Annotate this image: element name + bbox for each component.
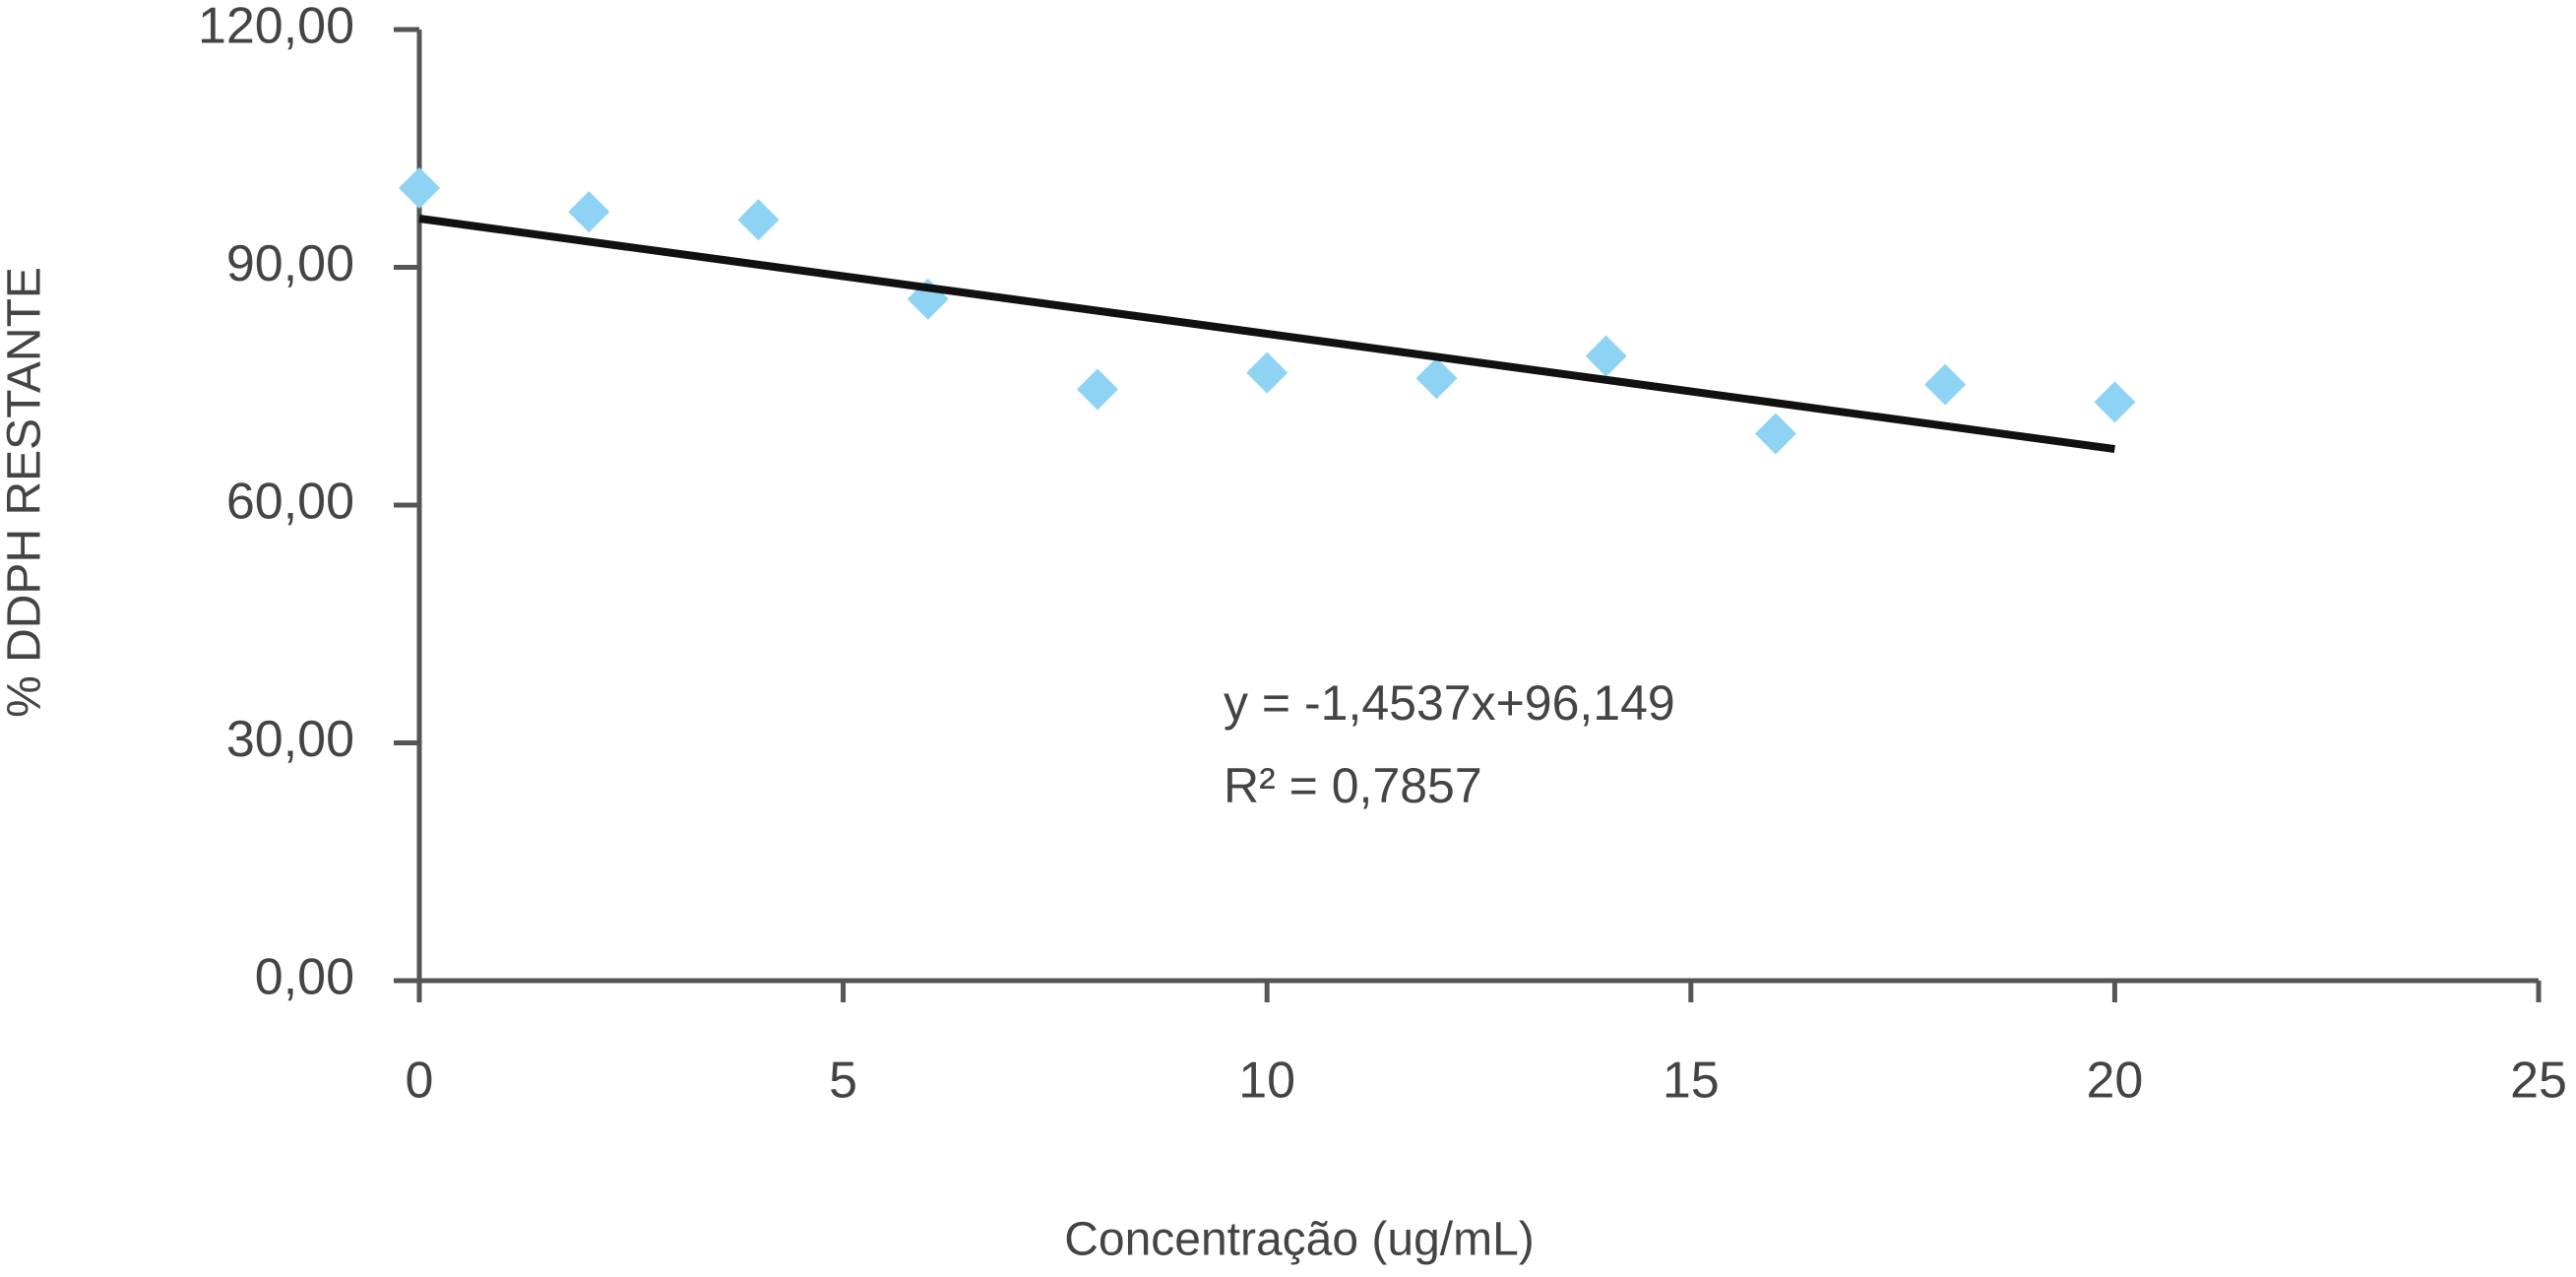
r-squared: R² = 0,7857: [1224, 758, 1482, 813]
y-axis-title: % DDPH RESTANTE: [0, 267, 51, 718]
y-tick-label: 60,00: [226, 474, 354, 531]
trendline-equation: y = -1,4537x+96,149: [1224, 675, 1675, 731]
data-point: [737, 199, 780, 241]
data-point: [568, 191, 610, 233]
x-tick-label: 0: [406, 1053, 434, 1110]
x-tick-label: 5: [829, 1053, 857, 1110]
data-point: [1585, 335, 1627, 377]
data-point: [1924, 363, 1967, 406]
y-tick-label: 90,00: [226, 235, 354, 292]
data-point: [1076, 368, 1118, 411]
trendline: [418, 215, 2115, 454]
x-tick-label: 10: [1238, 1053, 1295, 1110]
data-point: [399, 167, 440, 209]
x-axis-title: Concentração (ug/mL): [1064, 1214, 1535, 1266]
x-tick-label: 15: [1663, 1053, 1720, 1110]
x-tick-label: 20: [2086, 1053, 2143, 1110]
y-tick-label: 120,00: [198, 0, 354, 55]
data-point: [2094, 381, 2136, 423]
x-tick-label: 25: [2510, 1053, 2567, 1110]
data-point: [1754, 413, 1796, 455]
y-tick-label: 30,00: [226, 711, 354, 768]
data-point: [1415, 357, 1458, 400]
data-point: [1246, 351, 1288, 394]
y-tick-label: 0,00: [255, 949, 354, 1006]
